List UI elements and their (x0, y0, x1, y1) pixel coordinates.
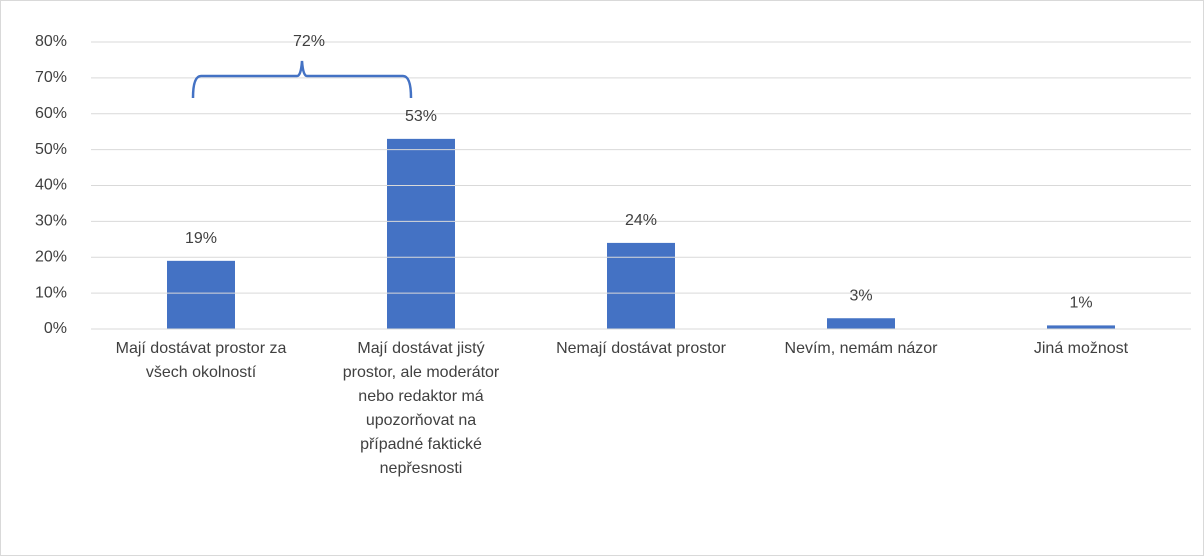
data-label: 24% (625, 212, 657, 229)
bar (387, 138, 455, 329)
y-tick-label: 60% (35, 105, 67, 122)
bracket (191, 60, 413, 99)
data-label: 53% (405, 108, 437, 125)
y-tick-label: 70% (35, 69, 67, 86)
y-tick-label: 0% (44, 320, 67, 337)
y-tick-label: 10% (35, 284, 67, 301)
x-tick-label: Nevím, nemám názor (784, 340, 938, 357)
annotation: 72% (293, 33, 325, 50)
y-tick-label: 80% (35, 33, 67, 50)
bar (1047, 325, 1115, 329)
y-tick-label: 30% (35, 213, 67, 230)
x-tick-label: Jiná možnost (1033, 340, 1129, 357)
y-tick-label: 50% (35, 141, 67, 158)
y-tick-label: 20% (35, 248, 67, 265)
y-tick-label: 40% (35, 177, 67, 194)
data-label: 3% (849, 287, 872, 304)
data-label: 1% (1069, 295, 1092, 312)
bar (827, 318, 895, 329)
x-tick-label: Mají dostávat jistý prostor, ale moderát… (342, 340, 500, 477)
x-tick-label: Mají dostávat prostor za všech okolností (115, 340, 287, 381)
bar (607, 242, 675, 329)
bar (167, 260, 235, 329)
data-label: 19% (185, 230, 217, 247)
x-tick-label: Nemají dostávat prostor (556, 340, 726, 357)
